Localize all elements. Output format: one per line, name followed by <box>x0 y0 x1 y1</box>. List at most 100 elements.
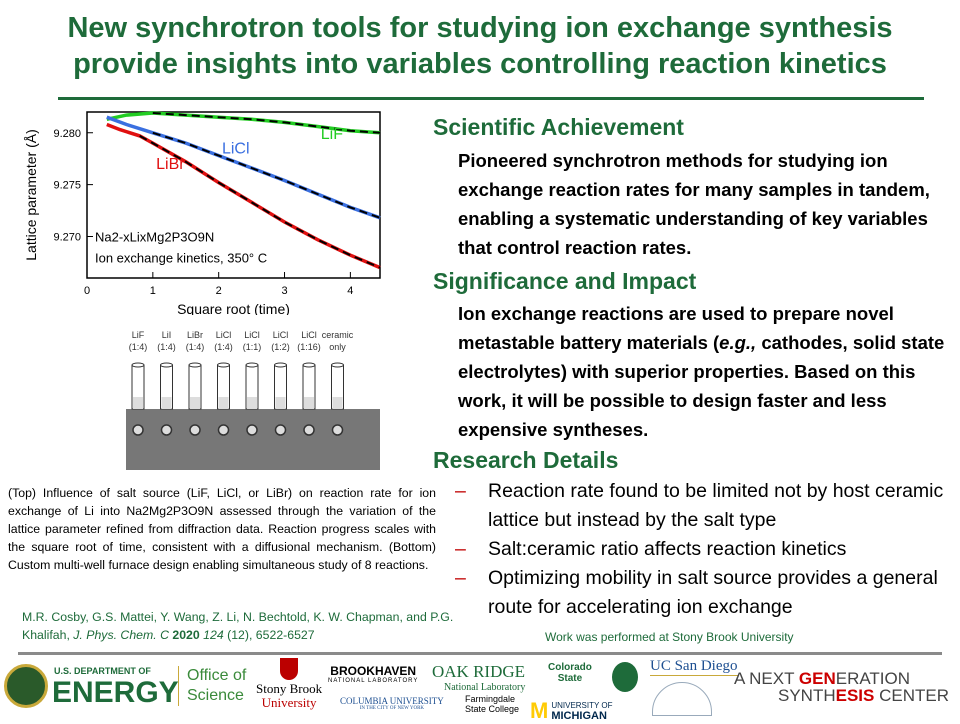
text: Farmingdale <box>465 694 516 704</box>
multi-well-furnace-diagram: LiF (1:4) LiI (1:4) LiBr (1:4) LiCl (1:4) LiCl (1… <box>126 330 380 470</box>
beam-hole <box>246 424 258 436</box>
text: GEN <box>798 669 836 688</box>
x-tick-label: 4 <box>347 285 353 297</box>
y-tick-label: 9.270 <box>53 232 81 244</box>
x-tick-label: 1 <box>150 285 156 297</box>
michigan-m-icon: M <box>530 698 549 723</box>
fit-line-LiCl <box>152 131 381 219</box>
y-tick-label: 9.275 <box>53 180 81 192</box>
tube-top <box>160 362 173 368</box>
list-item: Optimizing mobility in salt source provi… <box>455 564 955 622</box>
heading-scientific-achievement: Scientific Achievement <box>433 114 684 140</box>
text: SYNTH <box>778 686 836 705</box>
heading-significance: Significance and Impact <box>433 268 697 294</box>
well-ratio: (1:2) <box>271 342 290 352</box>
text: A NEXT GENERATION <box>734 670 949 687</box>
x-tick-label: 3 <box>281 285 287 297</box>
well-label: LiCl <box>273 330 289 340</box>
y-axis-label: Lattice parameter (Å) <box>23 129 39 261</box>
beam-hole <box>303 424 315 436</box>
sample-powder <box>133 397 143 409</box>
well-ratio: only <box>329 342 346 352</box>
stony-brook-shield-icon <box>280 658 299 680</box>
berkeley-lab-icon <box>652 682 712 716</box>
furnace-block <box>126 409 380 470</box>
chart-annotation-formula: Na2-xLixMg2P3O9N <box>95 230 214 245</box>
series-label: LiBr <box>156 156 185 173</box>
sample-powder <box>190 397 200 409</box>
well-label: LiCl <box>301 330 317 340</box>
beam-hole <box>189 424 201 436</box>
doe-text: U.S. DEPARTMENT OF <box>54 666 151 676</box>
well-ratio: (1:4) <box>186 342 205 352</box>
title-line-2: provide insights into variables controll… <box>73 48 887 80</box>
slide-title: New synchrotron tools for studying ion e… <box>0 10 960 82</box>
title-divider <box>58 97 924 100</box>
series-label: LiCl <box>222 141 250 158</box>
scientific-achievement-text: Pioneered synchrotron methods for studyi… <box>458 150 930 258</box>
sample-powder <box>304 397 314 409</box>
tube-top <box>188 362 202 368</box>
text: A NEXT <box>734 669 799 688</box>
farmingdale-logo: Farmingdale State College <box>465 694 519 714</box>
lattice-parameter-chart: 0 1 2 3 4 9.270 9.275 9.280 Square root (time) La… <box>23 111 381 315</box>
text: Ion exchange reactions are used to prepa… <box>458 303 894 353</box>
x-axis-label: Square root (time) <box>177 301 290 315</box>
sample-powder <box>247 397 257 409</box>
text: Stony Brook <box>256 681 323 696</box>
brookhaven-logo: BROOKHAVEN NATIONAL LABORATORY <box>328 664 418 684</box>
tube-top <box>274 362 287 368</box>
well-ratio: (1:1) <box>243 342 262 352</box>
reference: M.R. Cosby, G.S. Mattei, Y. Wang, Z. Li,… <box>22 608 462 644</box>
csu-ram-icon <box>612 662 638 692</box>
text: State College <box>465 704 520 714</box>
beam-hole <box>217 424 230 436</box>
text: UNIVERSITY OF MICHIGAN <box>551 701 613 722</box>
text: Office of <box>187 667 247 684</box>
text: National Laboratory <box>444 682 526 693</box>
x-tick-label: 0 <box>84 285 90 297</box>
ref-authors: M.R. Cosby, G.S. Mattei, Y. Wang, Z. Li,… <box>22 610 454 642</box>
oak-ridge-logo: OAK RIDGE National Laboratory <box>432 662 525 693</box>
columbia-logo: COLUMBIA UNIVERSITY IN THE CITY OF NEW YO… <box>340 696 444 711</box>
beam-hole <box>274 424 287 436</box>
sample-powder <box>218 397 229 409</box>
heading-research-details: Research Details <box>433 447 619 473</box>
footer-divider <box>18 652 942 655</box>
text: SYNTHESIS CENTER <box>734 687 949 704</box>
text: cathodes, solid state electrolytes) with… <box>458 332 945 440</box>
text: IN THE CITY OF NEW YORK <box>359 706 425 711</box>
y-tick-label: 9.280 <box>53 128 81 140</box>
beam-hole <box>132 424 144 436</box>
chart-annotation-conditions: Ion exchange kinetics, 350° C <box>95 250 267 265</box>
next-gen-synthesis-logo: A NEXT GENERATION SYNTHESIS CENTER <box>734 670 949 704</box>
ref-pages: (12), 6522-6527 <box>223 628 315 642</box>
office-of-science-logo: Office of Science <box>178 666 246 706</box>
ref-year: 2020 <box>172 628 200 642</box>
text: BROOKHAVEN <box>330 664 417 678</box>
text: NATIONAL LABORATORY <box>328 678 419 684</box>
partner-logos: U.S. DEPARTMENT OF ENERGY Office of Scien… <box>0 658 960 723</box>
list-item: Reaction rate found to be limited not by… <box>455 477 955 535</box>
beam-hole <box>331 424 344 436</box>
tube-top <box>245 362 259 368</box>
fit-line-LiBr <box>139 135 381 269</box>
colorado-state-logo: Colorado State <box>548 662 592 684</box>
title-line-1: New synchrotron tools for studying ion e… <box>67 12 893 44</box>
list-item: Salt:ceramic ratio affects reaction kine… <box>455 535 955 564</box>
text: MICHIGAN <box>551 710 607 722</box>
well-ratio: (1:4) <box>129 342 148 352</box>
well-label: LiF <box>132 330 145 340</box>
stony-brook-logo: Stony Brook University <box>256 658 322 710</box>
figure-caption: (Top) Influence of salt source (LiF, LiC… <box>8 486 436 572</box>
doe-text: ENERGY <box>52 676 179 709</box>
beam-hole <box>160 424 173 436</box>
ref-journal: J. Phys. Chem. C <box>73 628 169 642</box>
text: UNIVERSITY OF <box>551 701 613 710</box>
text: COLUMBIA UNIVERSITY <box>340 696 444 706</box>
well-label: LiCl <box>216 330 232 340</box>
research-details-list: Reaction rate found to be limited not by… <box>455 477 955 622</box>
text: State <box>557 673 583 684</box>
well-ratio: (1:4) <box>157 342 176 352</box>
well-label: LiCl <box>244 330 260 340</box>
